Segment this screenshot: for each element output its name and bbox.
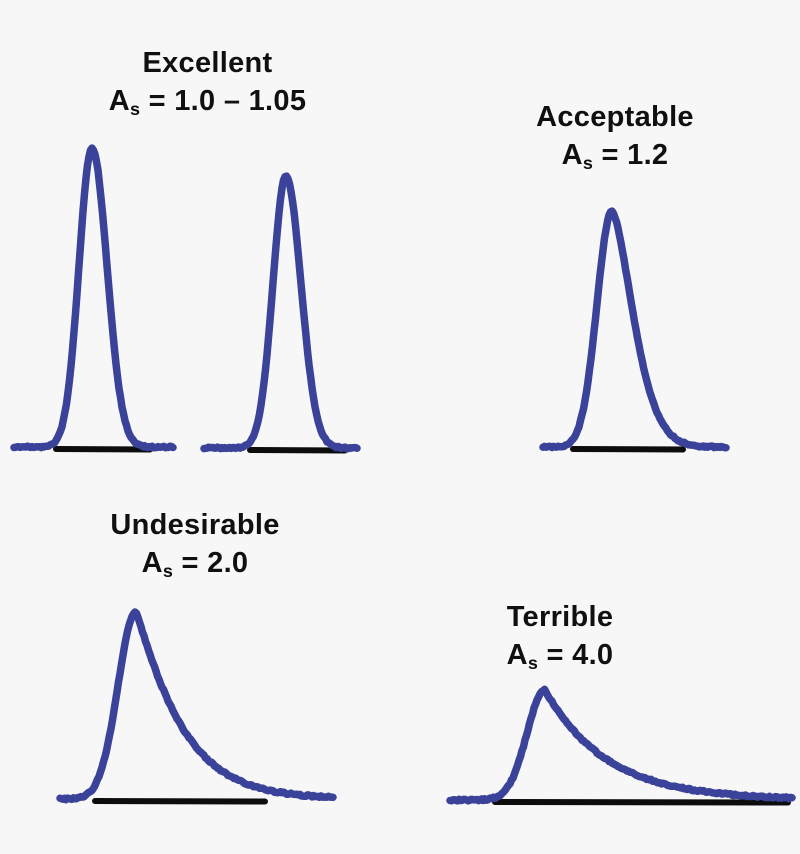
panel-asymmetry-excellent: As = 1.0 – 1.05 — [108, 85, 307, 120]
panel-asymmetry-undesirable: As = 2.0 — [141, 547, 249, 582]
baseline-acceptable-1 — [570, 446, 686, 453]
baseline-excellent-1 — [53, 446, 153, 453]
panel-title-acceptable: Acceptable — [536, 101, 694, 133]
curve-undesirable-peak-1 — [56, 608, 337, 804]
curve-excellent-peak-2 — [200, 172, 361, 453]
panel-asymmetry-terrible: As = 4.0 — [506, 639, 614, 674]
panel-title-terrible: Terrible — [506, 601, 614, 633]
panel-label-acceptable: Acceptable As = 1.2 — [465, 98, 765, 177]
panel-label-undesirable: Undesirable As = 2.0 — [45, 506, 345, 585]
baseline-terrible-1 — [492, 799, 791, 806]
panel-label-excellent: Excellent As = 1.0 – 1.05 — [55, 44, 360, 123]
panel-title-undesirable: Undesirable — [110, 509, 280, 541]
panel-label-terrible: Terrible As = 4.0 — [410, 598, 710, 677]
curve-acceptable-peak-1 — [539, 207, 730, 452]
baseline-excellent-2 — [247, 447, 348, 454]
baseline-undesirable-1 — [92, 798, 268, 805]
curve-excellent-peak-1 — [10, 144, 177, 452]
panel-asymmetry-acceptable: As = 1.2 — [561, 139, 669, 174]
curve-terrible-peak-1 — [446, 685, 796, 805]
panel-title-excellent: Excellent — [142, 47, 273, 79]
